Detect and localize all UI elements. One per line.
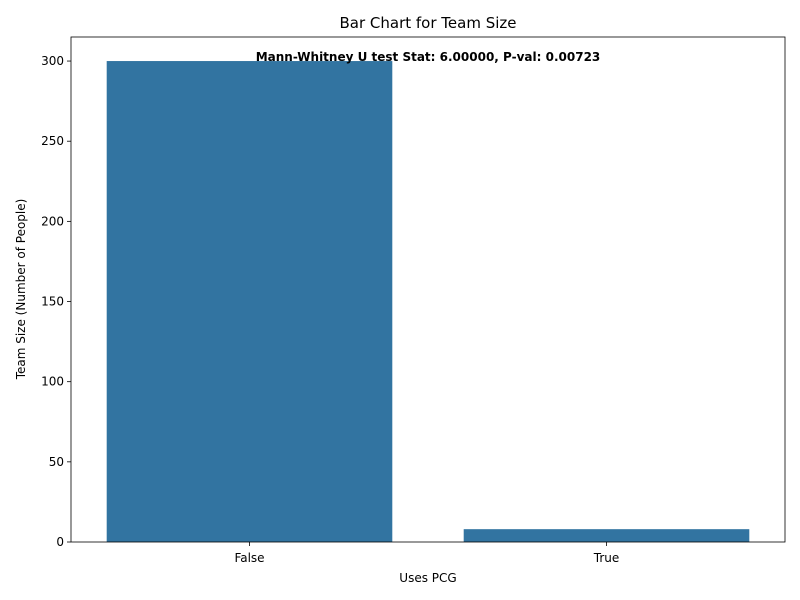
axes-frame <box>70 36 786 543</box>
y-axis-label: Team Size (Number of People) <box>14 199 28 381</box>
y-tick-label-250: 250 <box>41 134 64 148</box>
y-tick-label-100: 100 <box>41 375 64 389</box>
x-axis-label: Uses PCG <box>399 571 456 585</box>
bar-true <box>463 529 750 542</box>
plot-area: False True 0 50 100 150 200 250 300 <box>41 36 786 565</box>
x-tick-label-true: True <box>593 551 620 565</box>
y-tick-label-150: 150 <box>41 295 64 309</box>
chart-title: Bar Chart for Team Size <box>339 14 516 32</box>
bar-false <box>106 61 393 543</box>
x-tick-label-false: False <box>234 551 264 565</box>
y-tick-label-0: 0 <box>56 535 64 549</box>
y-tick-label-300: 300 <box>41 54 64 68</box>
y-tick-label-50: 50 <box>49 455 64 469</box>
y-tick-label-200: 200 <box>41 214 64 228</box>
statistical-annotation: Mann-Whitney U test Stat: 6.00000, P-val… <box>256 50 601 64</box>
